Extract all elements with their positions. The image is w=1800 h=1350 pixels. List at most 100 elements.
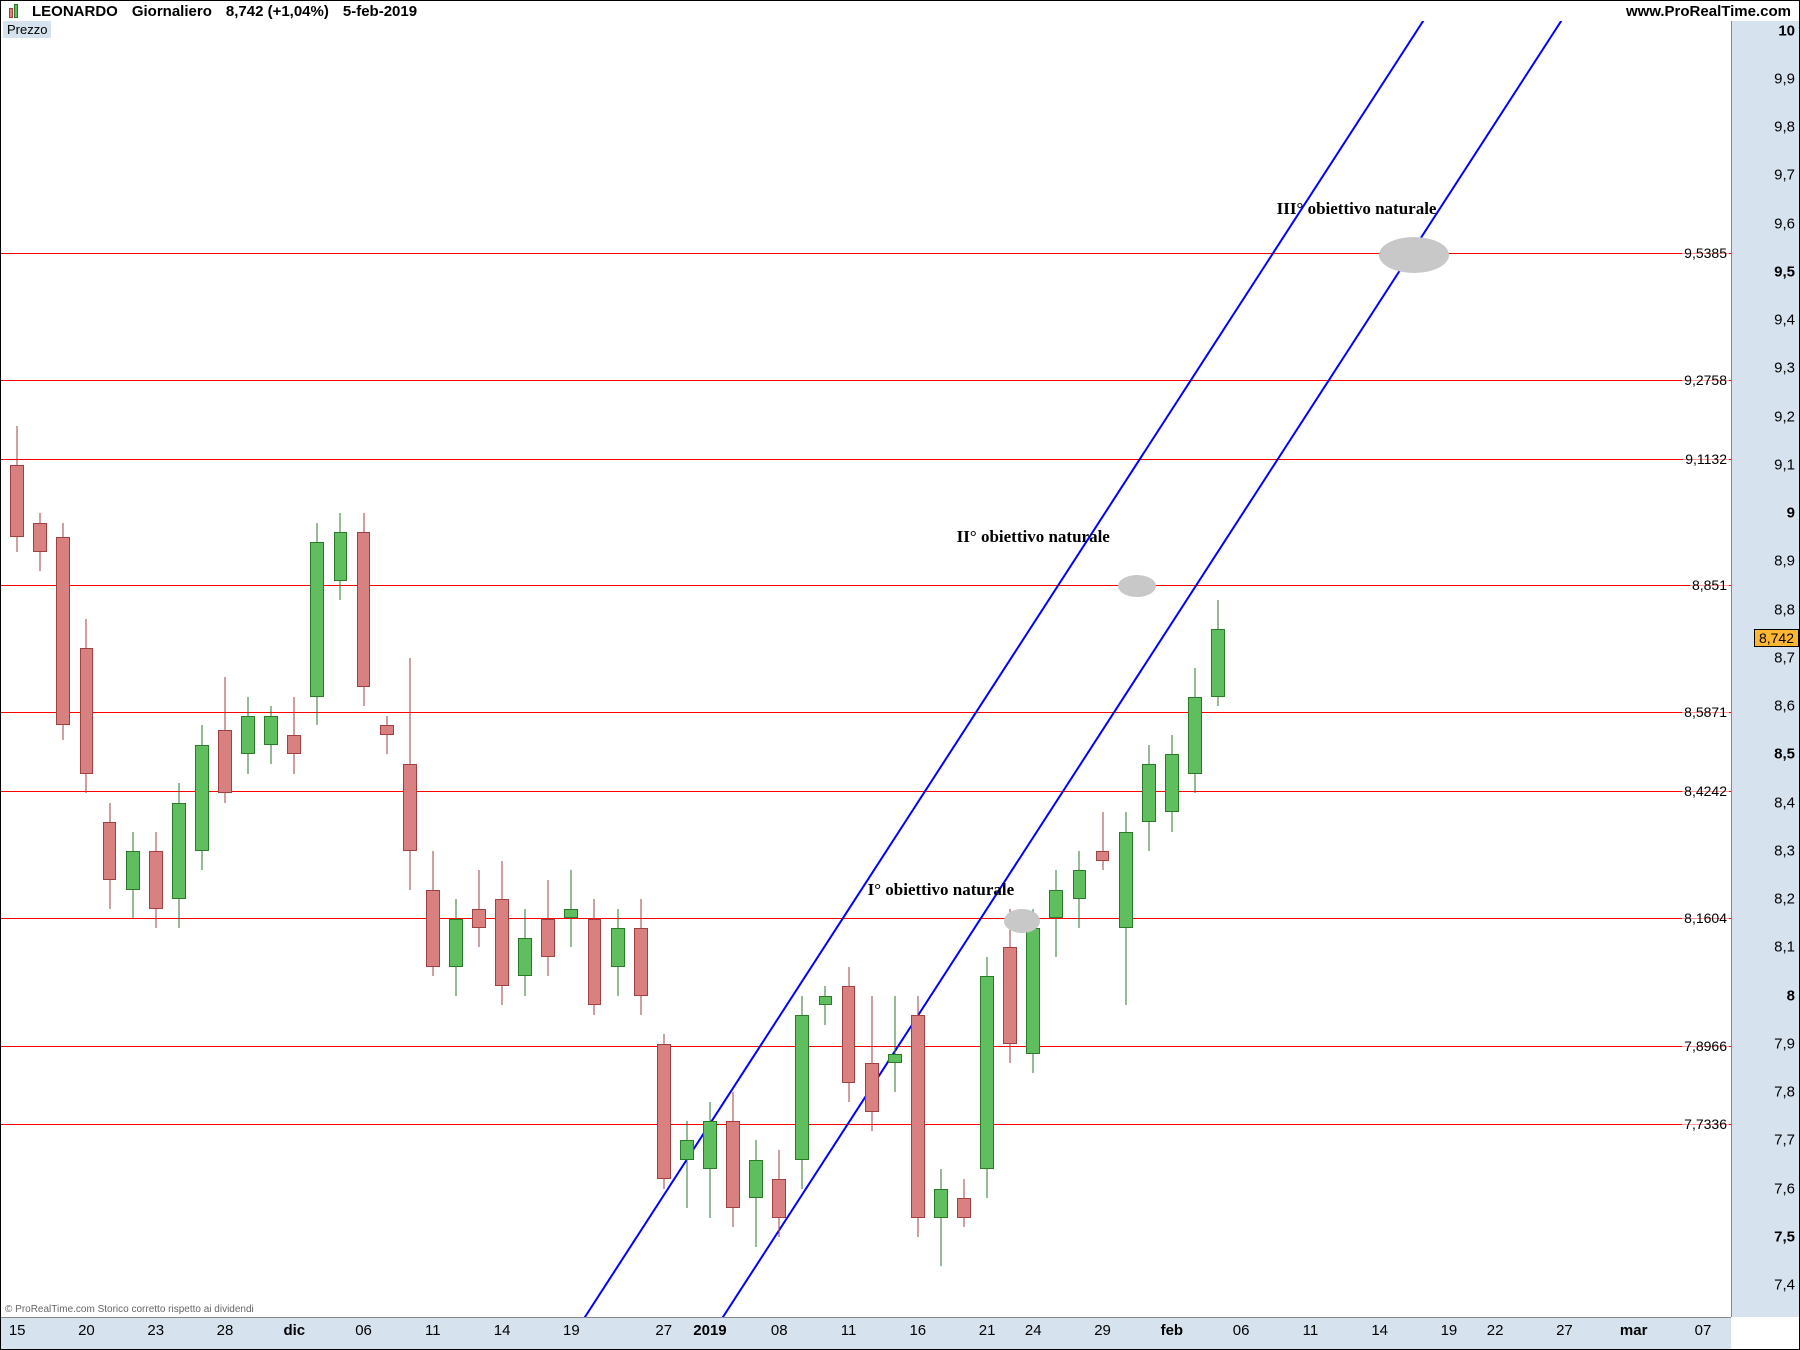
candle [588, 21, 602, 1317]
y-tick: 9,7 [1774, 167, 1795, 184]
x-tick: 22 [1487, 1322, 1504, 1339]
y-tick: 9 [1787, 505, 1795, 522]
x-tick: 14 [494, 1322, 511, 1339]
x-tick: 27 [1556, 1322, 1573, 1339]
x-tick: 29 [1094, 1322, 1111, 1339]
price-panel-label: Prezzo [3, 21, 51, 38]
x-tick: 08 [771, 1322, 788, 1339]
candle [611, 21, 625, 1317]
candle [795, 21, 809, 1317]
candle [934, 21, 948, 1317]
candle [1073, 21, 1087, 1317]
candle [865, 21, 879, 1317]
horizontal-level-label: 8,5871 [1682, 704, 1729, 720]
y-tick: 8,5 [1774, 746, 1795, 763]
x-tick: 11 [1303, 1322, 1319, 1339]
x-tick: 23 [147, 1322, 164, 1339]
horizontal-level-label: 9,2758 [1682, 372, 1729, 388]
x-tick: 24 [1025, 1322, 1042, 1339]
candle [888, 21, 902, 1317]
x-tick: 20 [78, 1322, 95, 1339]
candle [1003, 21, 1017, 1317]
symbol-label: LEONARDO [32, 3, 118, 20]
candle [842, 21, 856, 1317]
candle [980, 21, 994, 1317]
candle [33, 21, 47, 1317]
candle [957, 21, 971, 1317]
target-annotation: III° obiettivo naturale [1277, 199, 1437, 219]
candle [680, 21, 694, 1317]
x-tick: 28 [217, 1322, 234, 1339]
plot-area[interactable]: 9,53859,27589,11328,8518,58718,42428,160… [1, 21, 1731, 1317]
x-tick: 21 [979, 1322, 996, 1339]
chart-container: LEONARDO Giornaliero 8,742 (+1,04%) 5-fe… [0, 0, 1800, 1350]
y-tick: 8,8 [1774, 601, 1795, 618]
candle [657, 21, 671, 1317]
x-tick: mar [1620, 1322, 1648, 1339]
candle [749, 21, 763, 1317]
target-ellipse [1004, 909, 1040, 933]
candle [403, 21, 417, 1317]
horizontal-level-label: 8,1604 [1682, 910, 1729, 926]
candle [172, 21, 186, 1317]
y-tick: 7,4 [1774, 1277, 1795, 1294]
y-tick: 7,8 [1774, 1084, 1795, 1101]
candle [634, 21, 648, 1317]
candle [772, 21, 786, 1317]
y-tick: 9,4 [1774, 312, 1795, 329]
y-tick: 9,1 [1774, 456, 1795, 473]
candle [126, 21, 140, 1317]
horizontal-level-label: 8,851 [1690, 577, 1729, 593]
candle [149, 21, 163, 1317]
candle [1211, 21, 1225, 1317]
horizontal-level-label: 8,4242 [1682, 783, 1729, 799]
candle [1165, 21, 1179, 1317]
y-tick: 8,9 [1774, 553, 1795, 570]
x-tick: 14 [1371, 1322, 1388, 1339]
x-tick: feb [1161, 1322, 1184, 1339]
candle [241, 21, 255, 1317]
horizontal-level-label: 7,8966 [1682, 1038, 1729, 1054]
horizontal-level-label: 9,1132 [1683, 451, 1729, 467]
candle [911, 21, 925, 1317]
candle [218, 21, 232, 1317]
candle [449, 21, 463, 1317]
candle [10, 21, 24, 1317]
candle [1142, 21, 1156, 1317]
price-change-label: 8,742 (+1,04%) [226, 3, 329, 20]
candle [726, 21, 740, 1317]
y-tick: 7,9 [1774, 1035, 1795, 1052]
candle [103, 21, 117, 1317]
x-tick: 07 [1695, 1322, 1712, 1339]
timeframe-label: Giornaliero [132, 3, 212, 20]
x-tick: 11 [425, 1322, 441, 1339]
candle [380, 21, 394, 1317]
y-tick: 9,8 [1774, 119, 1795, 136]
y-tick: 8,6 [1774, 698, 1795, 715]
candle [195, 21, 209, 1317]
date-label: 5-feb-2019 [343, 3, 417, 20]
y-tick: 9,2 [1774, 408, 1795, 425]
candle [1119, 21, 1133, 1317]
y-tick: 7,7 [1774, 1132, 1795, 1149]
candle [310, 21, 324, 1317]
x-tick: 11 [841, 1322, 857, 1339]
x-tick: 15 [9, 1322, 26, 1339]
candle [426, 21, 440, 1317]
candle [1026, 21, 1040, 1317]
y-tick: 8,1 [1774, 939, 1795, 956]
candle [334, 21, 348, 1317]
y-tick: 8,3 [1774, 842, 1795, 859]
candle [357, 21, 371, 1317]
y-tick: 7,6 [1774, 1180, 1795, 1197]
y-tick: 9,3 [1774, 360, 1795, 377]
y-tick: 8 [1787, 987, 1795, 1004]
horizontal-level-label: 7,7336 [1682, 1116, 1729, 1132]
target-ellipse [1118, 575, 1156, 597]
candle [518, 21, 532, 1317]
y-tick: 8,4 [1774, 794, 1795, 811]
y-tick: 10 [1778, 22, 1795, 39]
x-tick: 19 [563, 1322, 580, 1339]
site-link[interactable]: www.ProRealTime.com [1626, 3, 1791, 20]
candle [495, 21, 509, 1317]
